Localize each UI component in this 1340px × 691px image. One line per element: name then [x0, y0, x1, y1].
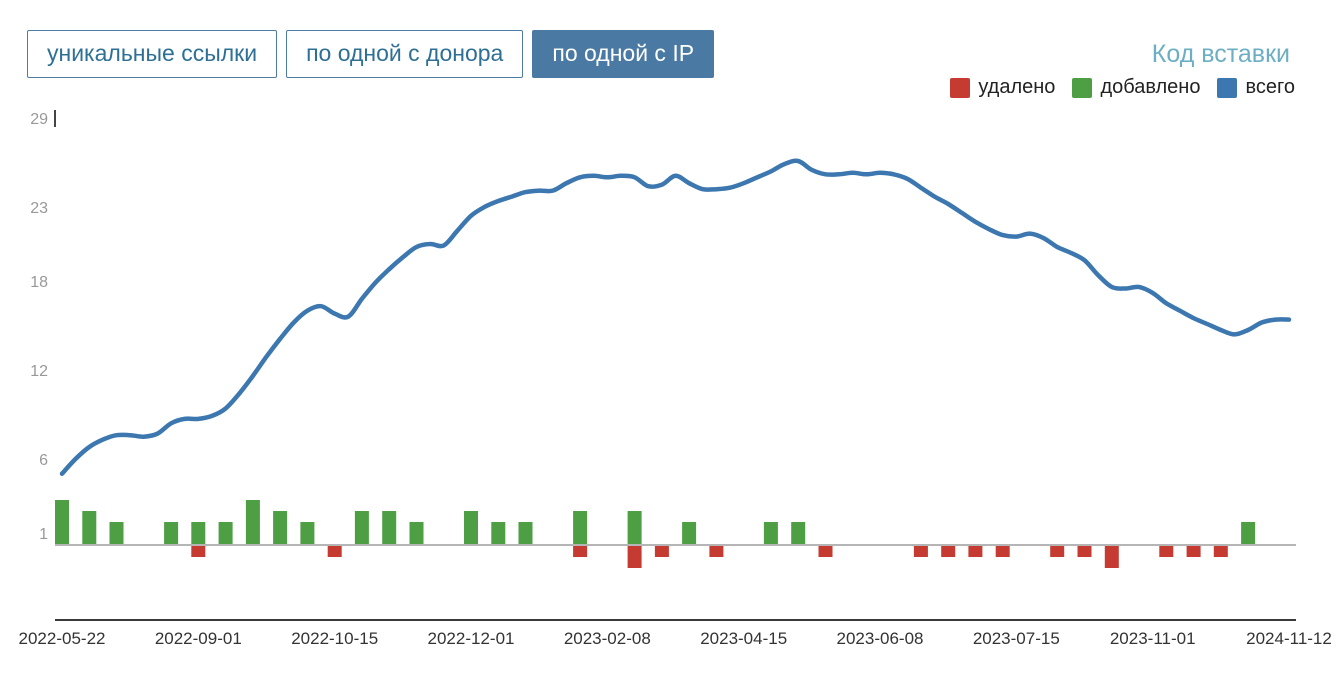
chart-legend: удалено добавлено всего — [950, 76, 1295, 99]
total-line — [59, 158, 1292, 476]
legend-label-total: всего — [1245, 76, 1295, 98]
svg-text:2022-05-22: 2022-05-22 — [19, 629, 106, 648]
legend-item-removed[interactable]: удалено — [950, 76, 1055, 99]
legend-item-added[interactable]: добавлено — [1072, 76, 1200, 99]
svg-text:6: 6 — [39, 452, 48, 469]
added-swatch-icon — [1072, 77, 1093, 98]
removed-bars — [191, 546, 1228, 568]
legend-label-removed: удалено — [978, 76, 1056, 98]
svg-text:2023-02-08: 2023-02-08 — [564, 629, 651, 648]
svg-text:1: 1 — [39, 526, 48, 543]
svg-text:2023-06-08: 2023-06-08 — [837, 629, 924, 648]
x-axis-labels: 2022-05-22 2022-09-01 2022-10-15 2022-12-01… — [19, 629, 1332, 648]
svg-text:2023-04-15: 2023-04-15 — [700, 629, 787, 648]
tab-unique-links[interactable]: уникальные ссылки — [27, 30, 278, 78]
svg-text:18: 18 — [30, 274, 48, 291]
y-axis-labels: 29 23 18 12 6 1 — [30, 111, 48, 543]
svg-text:29: 29 — [30, 111, 48, 128]
embed-code-link[interactable]: Код вставки — [1151, 40, 1290, 68]
svg-text:2022-12-01: 2022-12-01 — [428, 629, 515, 648]
view-tabs: уникальные ссылки по одной с донора по о… — [27, 30, 715, 78]
svg-text:23: 23 — [30, 200, 48, 217]
svg-text:2024-11-12: 2024-11-12 — [1246, 629, 1332, 648]
legend-item-total[interactable]: всего — [1217, 76, 1295, 99]
total-swatch-icon — [1217, 77, 1238, 98]
legend-label-added: добавлено — [1100, 76, 1201, 98]
tab-one-per-ip[interactable]: по одной с IP — [532, 30, 715, 78]
svg-text:2023-07-15: 2023-07-15 — [973, 629, 1060, 648]
svg-text:2022-09-01: 2022-09-01 — [155, 629, 242, 648]
svg-text:12: 12 — [30, 363, 48, 380]
tab-one-per-donor[interactable]: по одной с донора — [286, 30, 524, 78]
added-bars — [55, 500, 1256, 544]
removed-swatch-icon — [950, 77, 971, 98]
svg-text:2022-10-15: 2022-10-15 — [291, 629, 378, 648]
svg-text:2023-11-01: 2023-11-01 — [1110, 629, 1196, 648]
